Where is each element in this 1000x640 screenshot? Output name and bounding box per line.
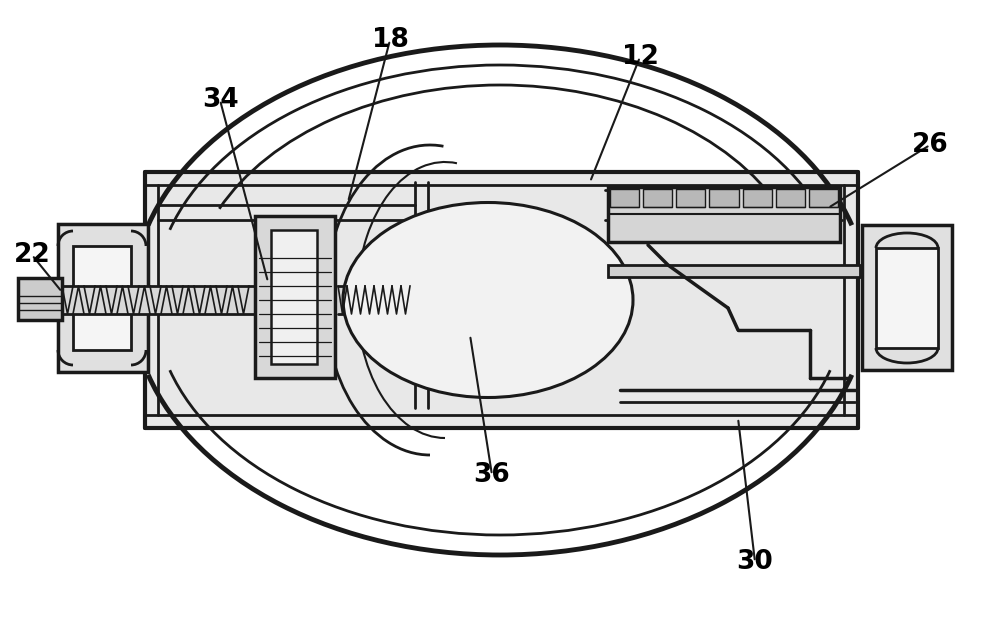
Polygon shape	[676, 189, 705, 207]
Polygon shape	[776, 189, 805, 207]
Polygon shape	[809, 189, 838, 207]
Polygon shape	[862, 225, 952, 370]
Polygon shape	[58, 224, 148, 372]
Bar	[73, 246, 131, 350]
Bar	[62, 286, 258, 314]
Ellipse shape	[343, 202, 633, 397]
Bar	[862, 225, 952, 370]
Bar	[876, 248, 938, 348]
Polygon shape	[610, 189, 639, 207]
Bar	[18, 278, 62, 320]
Bar	[255, 216, 335, 378]
Bar	[608, 265, 860, 277]
Bar	[271, 230, 317, 364]
Text: 22: 22	[14, 242, 50, 268]
Bar	[145, 172, 858, 428]
Bar	[608, 187, 840, 242]
Polygon shape	[743, 189, 772, 207]
Text: 34: 34	[202, 87, 238, 113]
Text: 36: 36	[474, 462, 510, 488]
Polygon shape	[709, 189, 739, 207]
Bar	[58, 224, 148, 372]
Text: 30: 30	[737, 549, 773, 575]
Bar	[338, 286, 415, 314]
Text: 18: 18	[372, 27, 408, 53]
Text: 12: 12	[622, 44, 658, 70]
Text: 26: 26	[912, 132, 948, 158]
Polygon shape	[643, 189, 672, 207]
